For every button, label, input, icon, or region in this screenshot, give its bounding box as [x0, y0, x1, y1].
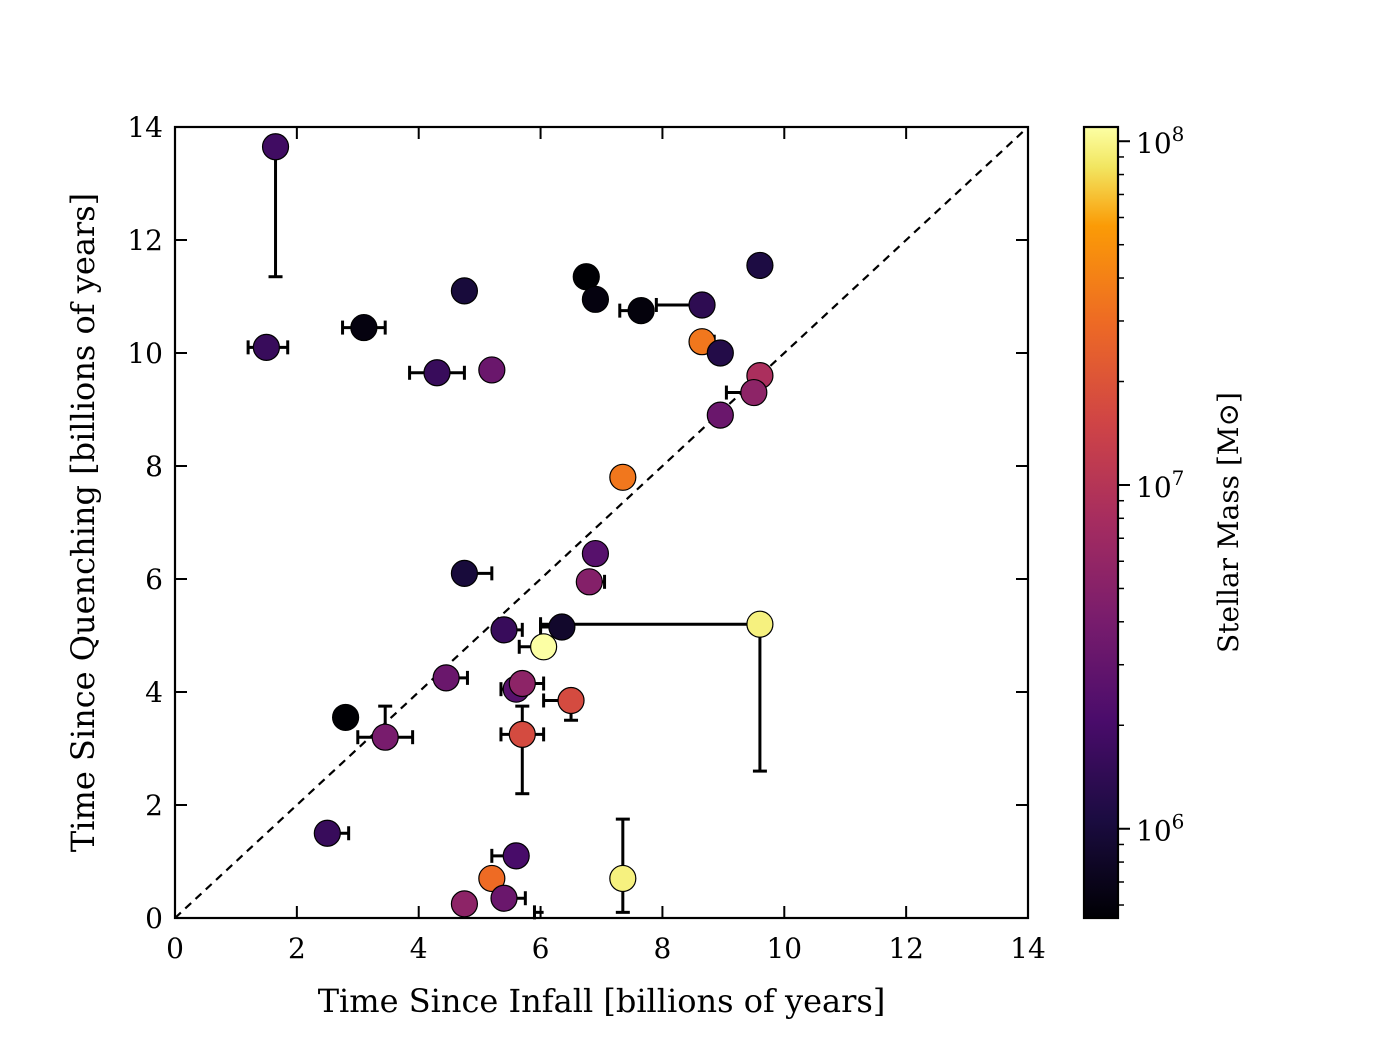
colorbar-tick-label: 106: [1136, 810, 1184, 848]
y-tick-label: 6: [145, 563, 163, 596]
data-point: [261, 133, 290, 161]
data-point: [746, 251, 774, 280]
y-axis-label: Time Since Quenching [billions of years]: [64, 193, 102, 852]
data-point: [575, 568, 603, 596]
colorbar-tick-exponent: 8: [1172, 122, 1185, 146]
data-point: [688, 291, 716, 319]
data-point: [432, 664, 460, 692]
y-tick-label: 4: [145, 676, 163, 709]
data-point: [746, 610, 774, 638]
data-point: [350, 313, 378, 342]
data-point: [581, 539, 610, 568]
data-point: [313, 819, 341, 847]
data-point: [706, 339, 734, 367]
colorbar-gradient: [1084, 127, 1118, 918]
colorbar-tick-label: 107: [1136, 466, 1184, 504]
y-tick-label: 0: [145, 902, 163, 935]
x-tick-label: 12: [888, 932, 924, 965]
plot-area: 0 2 4 6 8 10 12 14 0 2 4 6 8 10 12 14: [127, 111, 1045, 965]
data-point: [706, 401, 734, 429]
data-point: [490, 884, 518, 912]
data-point: [530, 633, 558, 661]
data-point: [609, 864, 637, 893]
y-tick-label: 2: [145, 789, 163, 822]
data-point: [548, 613, 576, 641]
colorbar-tick-base: 10: [1136, 815, 1172, 848]
one-to-one-reference-line: [174, 126, 1029, 919]
data-point: [450, 559, 479, 587]
data-point: [478, 356, 506, 384]
colorbar-tick-base: 10: [1136, 471, 1172, 504]
data-point: [478, 864, 506, 893]
data-point: [502, 842, 530, 870]
colorbar-frame: [1082, 125, 1120, 920]
data-point: [423, 359, 451, 387]
x-tick-label: 4: [410, 932, 428, 965]
data-point: [557, 686, 585, 715]
data-point: [371, 723, 399, 751]
data-point: [627, 297, 655, 325]
y-tick-label: 14: [127, 111, 163, 144]
data-point: [508, 669, 536, 698]
axis-ticks: 0 2 4 6 8 10 12 14 0 2 4 6 8 10 12 14: [127, 111, 1045, 965]
x-tick-label: 8: [654, 932, 672, 965]
x-axis-label: Time Since Infall [billions of years]: [318, 982, 886, 1020]
data-markers: [252, 133, 774, 918]
colorbar-label: Stellar Mass [M⊙]: [1212, 392, 1245, 653]
data-point: [508, 720, 536, 748]
y-tick-label: 12: [127, 224, 163, 257]
colorbar-tick-label: 108: [1136, 122, 1184, 160]
axes-frame: [173, 125, 1030, 920]
x-tick-label: 10: [766, 932, 802, 965]
x-tick-label: 0: [166, 932, 184, 965]
data-point: [609, 463, 637, 491]
colorbar-tick-base: 10: [1136, 127, 1172, 160]
data-point: [581, 285, 610, 313]
y-tick-label: 10: [127, 337, 163, 370]
data-point: [450, 890, 479, 918]
data-point: [740, 378, 768, 407]
data-point: [450, 277, 479, 305]
x-tick-label: 2: [288, 932, 306, 965]
x-tick-label: 6: [532, 932, 550, 965]
data-point: [252, 333, 280, 361]
colorbar-tick-exponent: 7: [1172, 466, 1185, 490]
colorbar-tick-exponent: 6: [1172, 810, 1185, 834]
error-bars: [246, 146, 767, 920]
data-point: [332, 703, 360, 732]
x-tick-label: 14: [1010, 932, 1046, 965]
data-point: [490, 616, 518, 644]
y-tick-label: 8: [145, 450, 163, 483]
